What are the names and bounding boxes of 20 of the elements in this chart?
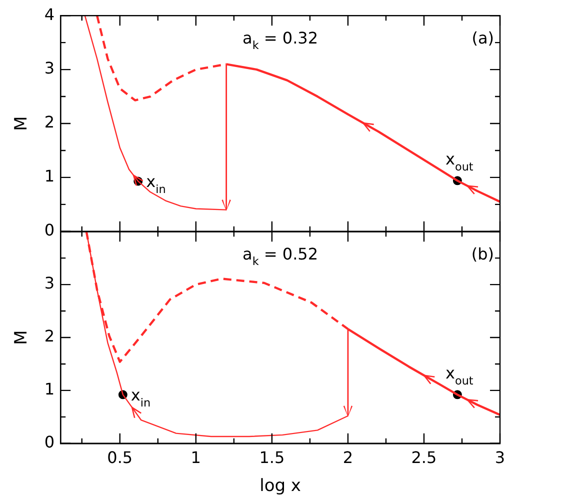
x-axis-title: log x [260,476,301,496]
y-tick-label: 2 [44,326,55,346]
y-axis-title: M [12,330,32,345]
y-tick-label: 3 [44,274,55,293]
y-tick-label: 2 [44,112,55,132]
y-tick-label: 0 [44,220,55,240]
y-tick-label: 4 [44,4,55,24]
annotation: (b) [471,244,494,264]
y-axis-title: M [12,116,32,131]
x-tick-label: 3 [494,448,506,468]
x-tick-label: 0.5 [107,448,133,468]
x-tick-label: 2 [342,448,354,468]
x-tick-label: 2.5 [411,448,437,468]
y-tick-label: 0 [44,432,55,452]
annotation: (a) [472,28,494,48]
y-tick-label: 1 [44,166,55,186]
y-tick-label: 3 [44,58,55,78]
y-tick-label: 1 [44,380,55,399]
x-tick-label: 1.5 [259,448,285,468]
x-tick-label: 1 [190,448,201,468]
